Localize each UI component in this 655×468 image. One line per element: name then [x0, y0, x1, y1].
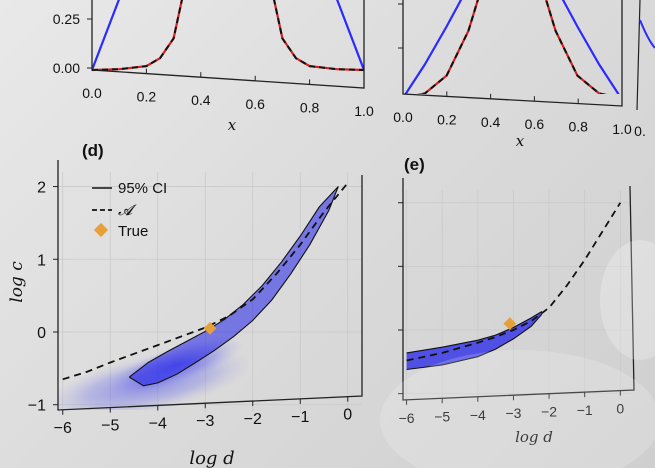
curve-A [406, 202, 622, 362]
top-right-xtick-label: 1.0 [612, 121, 632, 137]
top-left-series-0 [92, 0, 364, 71]
ytick-label: 1 [37, 252, 46, 269]
xtick-label: −2 [244, 411, 262, 428]
top-right-lines [404, 0, 620, 94]
posterior-band [406, 311, 542, 370]
top-left-xtick-label: 0.6 [245, 96, 265, 112]
posterior-band [129, 186, 339, 386]
true-point [203, 321, 217, 335]
xtick-label: −3 [505, 405, 521, 421]
legend-ci-label: 95% CI [118, 180, 167, 197]
third-panel-line [639, 19, 655, 49]
legend-true-swatch [93, 222, 109, 238]
panel-e: −6 −5 −4 −3 −2 −1 0 (e) log d [398, 155, 635, 446]
xtick-label: −3 [196, 413, 214, 430]
panel-d-data [58, 182, 349, 410]
xtick-label: −2 [541, 404, 557, 420]
legend: 95% CI 𝓐 True [92, 180, 167, 240]
panel-label: (e) [404, 155, 425, 174]
top-left-xtick-label: 0.0 [82, 85, 102, 101]
top-left-plot: 0.0 0.2 0.4 0.6 0.8 1.0 0.00 0.25 x [53, 0, 374, 134]
panel-label: (d) [82, 141, 104, 160]
xtick-label: −1 [291, 409, 309, 426]
glare [600, 240, 655, 360]
top-left-xtick-label: 0.2 [137, 89, 157, 105]
xtick-label: −1 [577, 402, 593, 418]
curve-A [62, 182, 349, 381]
ytick-label: 0 [37, 325, 46, 342]
top-left-xlabel: x [228, 116, 237, 134]
ylabel: log c [7, 261, 27, 303]
ytick-label: 2 [37, 180, 46, 197]
top-left-xtick-label: 0.4 [191, 92, 211, 108]
ci-lower-line [406, 313, 543, 371]
xtick-label: 0 [343, 407, 352, 424]
top-right-xtick-label: 0.2 [437, 111, 457, 127]
top-right-xtick-label: 0.8 [568, 119, 588, 135]
third-panel-edge [636, 0, 641, 111]
top-left-xtick-label: 0.8 [300, 99, 320, 115]
panel-d-frame [57, 160, 363, 411]
legend-A-label: 𝓐 [118, 201, 137, 219]
top-left-xtick-label: 1.0 [354, 103, 374, 119]
xtick-label: −6 [399, 410, 415, 426]
top-right-xlabel: x [516, 132, 525, 150]
top-right-xtick-label: 0.0 [393, 109, 413, 125]
top-right-plot: 0.0 0.2 0.4 0.6 0.8 1.0 x 0. [393, 0, 655, 150]
ci-lower-line [129, 186, 339, 387]
xtick-label: −5 [434, 408, 450, 424]
top-right-xtick-label: 0.4 [481, 114, 501, 130]
top-left-ytick-label: 0.00 [53, 60, 80, 76]
panel-d: −6 −5 −4 −3 −2 −1 0 −1 0 1 2 (d) log d log c 95% CI 𝓐 Tr… [7, 141, 363, 468]
top-left-series-2 [92, 0, 364, 71]
ci-upper-line [406, 311, 543, 354]
top-right-frame [402, 0, 623, 107]
xlabel: log d [189, 448, 234, 468]
panel-e-data [406, 202, 622, 371]
top-right-xtick-label: 0.6 [525, 116, 545, 132]
panel-e-frame [402, 178, 635, 401]
top-right-series-0 [404, 0, 620, 94]
xtick-label: −5 [101, 418, 119, 435]
top-left-lines [92, 0, 364, 72]
xtick-label: 0 [616, 401, 624, 417]
glare [380, 350, 655, 468]
top-left-series-1 [92, 0, 364, 72]
top-left-ytick-label: 0.25 [53, 11, 80, 27]
top-left-frame [91, 0, 365, 89]
xtick-label: −4 [149, 415, 167, 432]
top-right-series-2 [417, 0, 607, 94]
xlabel: log d [515, 428, 553, 446]
xtick-label: −4 [470, 407, 486, 423]
legend-true-label: True [118, 223, 148, 240]
ytick-label: −1 [28, 398, 46, 415]
third-panel-tick: 0. [634, 123, 646, 139]
xtick-label: −6 [54, 420, 72, 437]
